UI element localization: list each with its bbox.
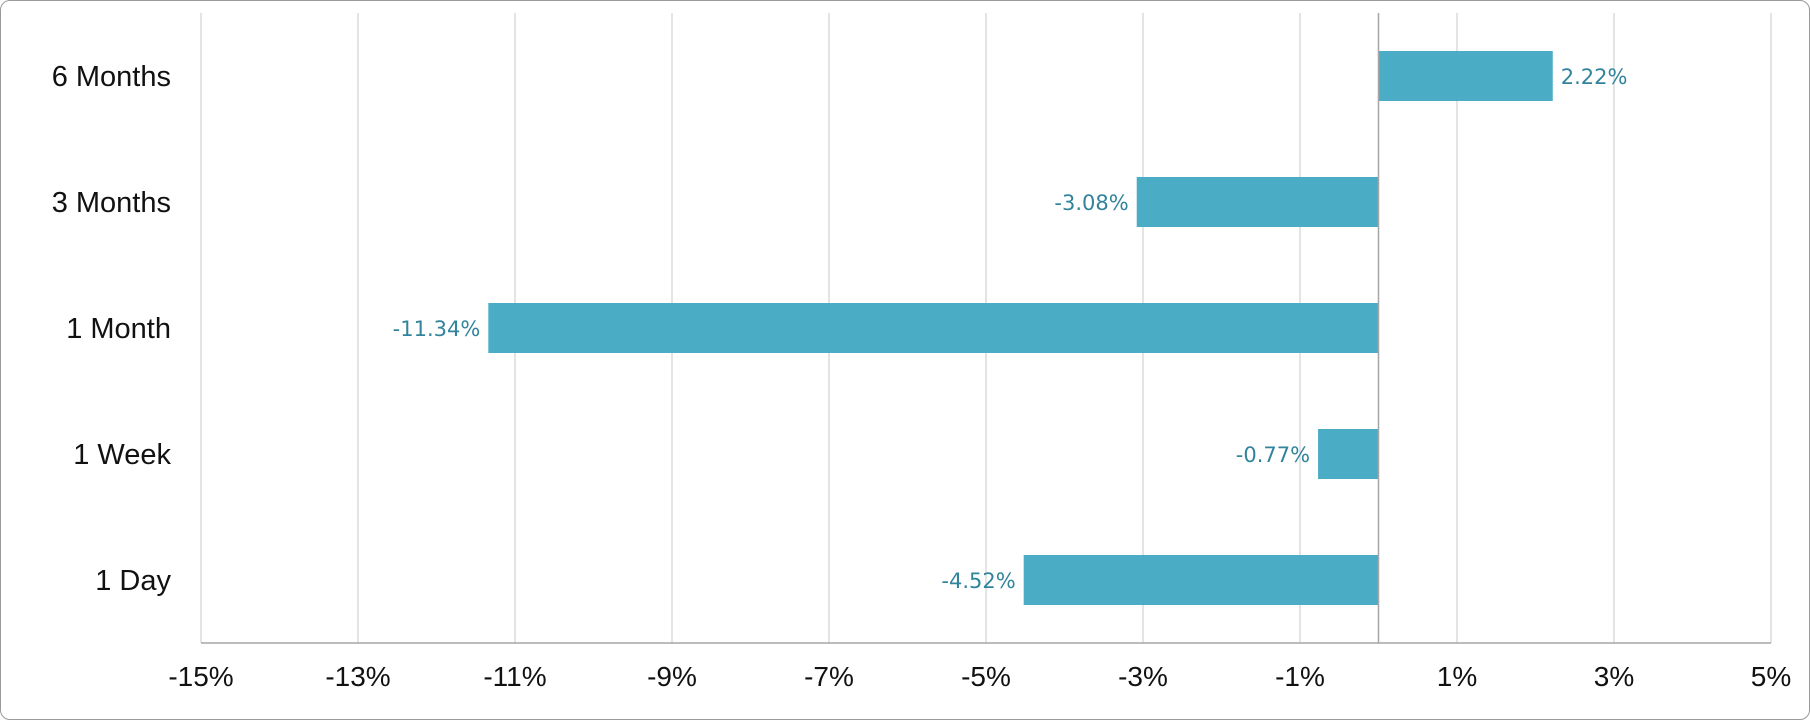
x-tick-label: -1% [1275,661,1325,692]
data-label: -0.77% [1236,443,1310,467]
x-tick-label: -15% [168,661,233,692]
x-tick-label: -3% [1118,661,1168,692]
bar [1378,51,1553,101]
data-label: -11.34% [393,317,481,341]
data-label: -4.52% [941,569,1015,593]
bar [488,303,1379,353]
x-tick-label: 1% [1437,661,1477,692]
data-label: 2.22% [1561,65,1628,89]
x-tick-label: -9% [647,661,697,692]
bar [1136,177,1379,227]
x-tick-label: 3% [1594,661,1634,692]
data-label: -3.08% [1054,191,1128,215]
category-label: 6 Months [52,61,171,93]
bar [1318,429,1379,479]
x-tick-label: -7% [804,661,854,692]
category-label: 1 Week [73,439,171,471]
category-label: 3 Months [52,187,171,219]
category-label: 1 Day [95,565,171,597]
x-tick-label: -13% [325,661,390,692]
x-tick-label: -11% [483,661,546,692]
x-tick-label: 5% [1751,661,1791,692]
x-tick-label: -5% [961,661,1011,692]
axes [201,13,1771,644]
bar [1023,555,1379,605]
bars [488,51,1553,605]
category-label: 1 Month [66,313,171,345]
labels: -15% -13% -11% -9% -7% -5% -3% -1% 1% 3% 5% 6 Month… [52,61,1792,692]
